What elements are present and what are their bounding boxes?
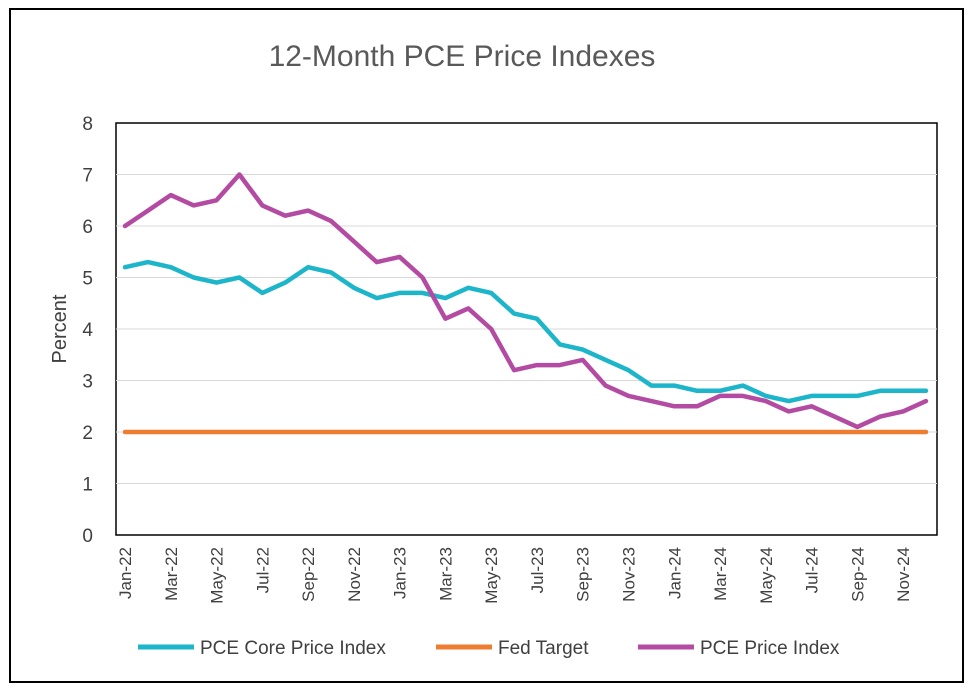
x-tick-label: May-23 [482, 547, 501, 604]
x-tick-label: Jan-22 [116, 547, 135, 599]
x-tick-label: Sep-23 [574, 547, 593, 602]
chart-title: 12-Month PCE Price Indexes [269, 40, 656, 73]
x-tick-label: May-24 [757, 547, 776, 604]
x-axis-ticks: Jan-22 Mar-22 May-22 Jul-22 Sep-22 Nov-22 Jan-… [116, 547, 913, 604]
x-tick-label: Jul-22 [253, 547, 272, 593]
series-line-pce-core-price-index [122, 259, 929, 404]
y-tick-label: 7 [82, 166, 93, 187]
legend-label-pce-price-index: PCE Price Index [700, 638, 840, 659]
x-tick-label: Jan-23 [391, 547, 410, 599]
x-tick-label: Sep-24 [848, 547, 867, 602]
x-tick-label: Mar-24 [711, 547, 730, 601]
x-tick-label: Sep-22 [299, 547, 318, 602]
x-tick-label: Jan-24 [665, 547, 684, 599]
y-axis-ticks: 0 1 2 3 4 5 6 7 8 [82, 114, 93, 547]
y-tick-label: 6 [82, 217, 93, 238]
x-tick-label: Nov-23 [619, 547, 638, 602]
x-tick-label: Jul-24 [803, 547, 822, 593]
y-tick-label: 3 [82, 372, 93, 393]
x-tick-label: May-22 [208, 547, 227, 604]
y-tick-label: 4 [82, 320, 93, 341]
legend-label-pce-core-price-index: PCE Core Price Index [200, 638, 386, 659]
series-lines [122, 172, 929, 435]
y-axis-label: Percent [49, 294, 71, 363]
x-tick-label: Jul-23 [528, 547, 547, 593]
y-tick-label: 1 [82, 475, 93, 496]
x-tick-label: Nov-22 [345, 547, 364, 602]
series-line-pce-price-index [122, 172, 929, 430]
y-tick-label: 0 [82, 526, 93, 547]
x-tick-label: Nov-24 [894, 547, 913, 602]
y-tick-label: 8 [82, 114, 93, 135]
y-tick-label: 5 [82, 269, 93, 290]
legend: PCE Core Price Index Fed Target PCE Price … [138, 638, 840, 659]
x-tick-label: Mar-22 [162, 547, 181, 601]
x-tick-label: Mar-23 [436, 547, 455, 601]
legend-label-fed-target: Fed Target [498, 638, 589, 659]
y-tick-label: 2 [82, 423, 93, 444]
